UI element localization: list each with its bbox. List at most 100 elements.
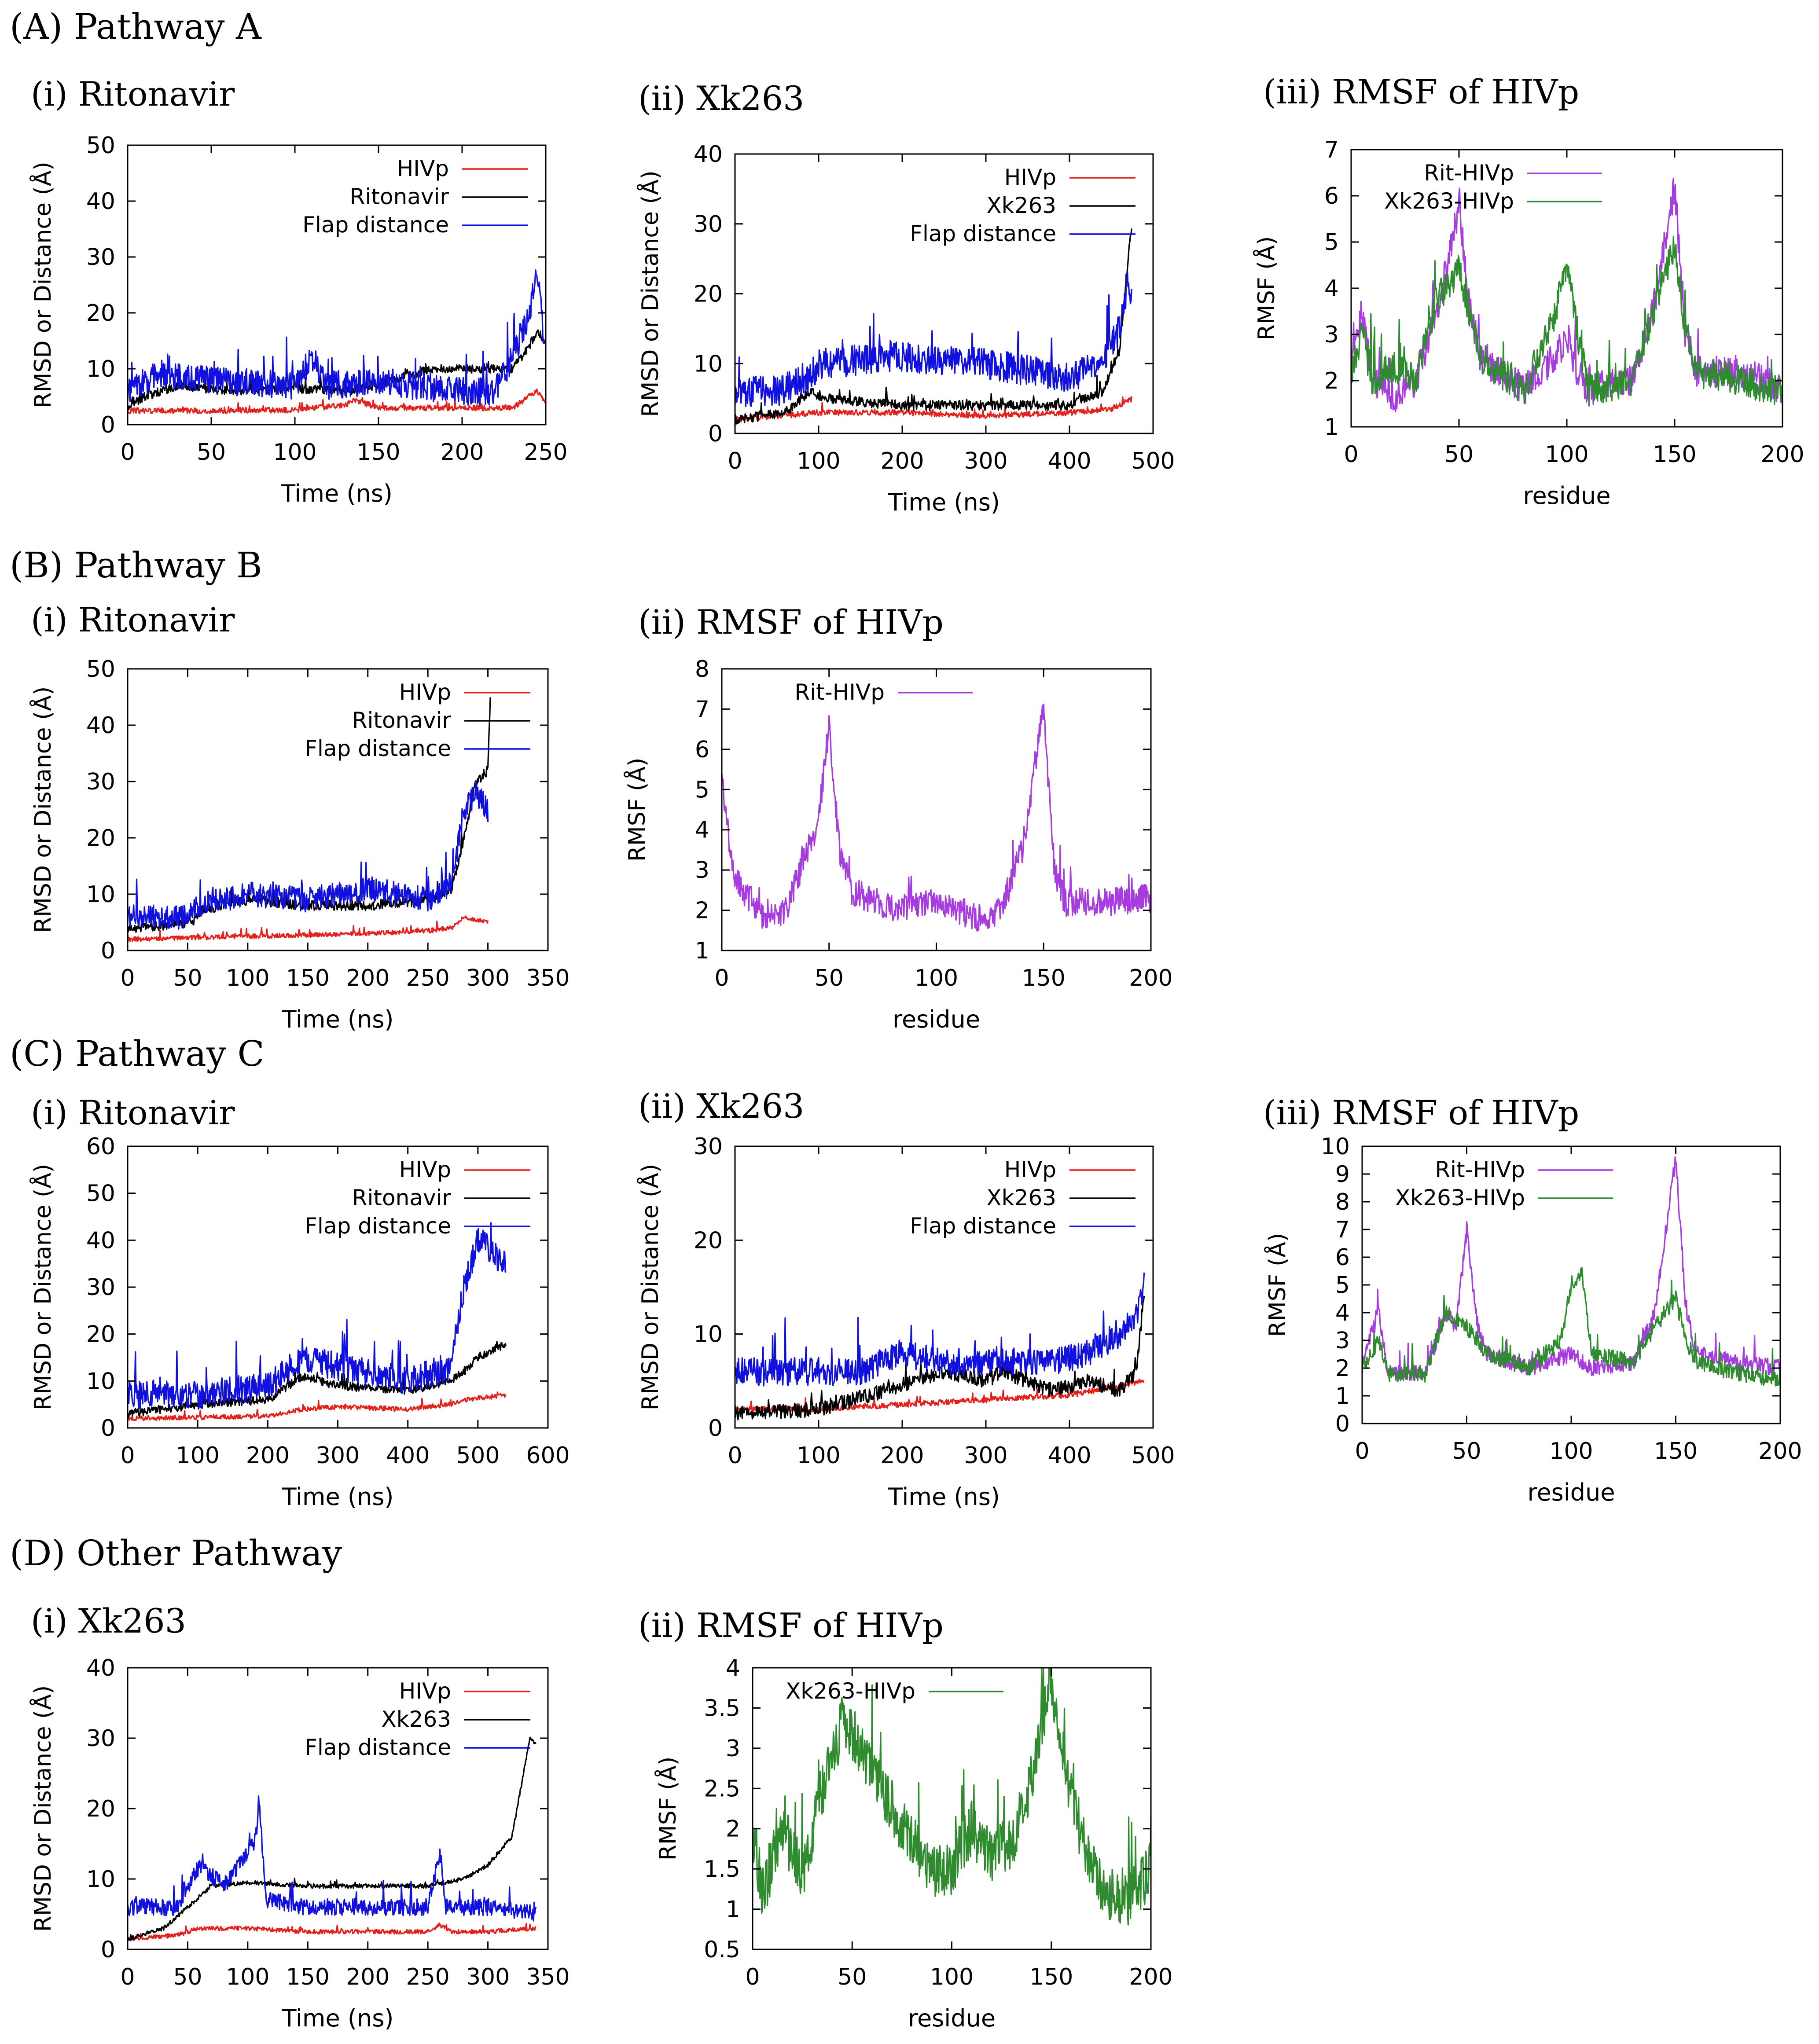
x-tick-label: 0 [120, 439, 135, 466]
legend-label: Rit-HIVp [1435, 1157, 1525, 1182]
x-tick-label: 200 [440, 439, 484, 466]
x-tick-label: 150 [356, 439, 400, 466]
plot-frame [752, 1667, 1152, 1950]
x-tick-label: 100 [797, 448, 840, 474]
chart-C-ii: (ii) Xk263 0 100 200 300 400 500 0 10 20 30 Time (n… [636, 1086, 1175, 1511]
x-tick-label: 100 [915, 965, 958, 991]
series-line-ritonavir [127, 329, 546, 410]
y-tick-label: 50 [86, 132, 115, 159]
x-tick-label: 0 [120, 965, 135, 991]
legend-label: Rit-HIVp [1424, 160, 1514, 186]
x-tick-label: 150 [286, 965, 330, 991]
y-tick-label: 0 [101, 1937, 115, 1963]
y-tick-label: 10 [86, 1368, 115, 1394]
y-tick-label: 6 [695, 737, 709, 763]
chart-subtitle: (iii) RMSF of HIVp [1263, 72, 1579, 111]
x-axis-label: Time (ns) [888, 1483, 1000, 1511]
plot-frame [127, 1667, 549, 1950]
y-tick-label: 40 [86, 1655, 115, 1681]
y-tick-label: 0.5 [704, 1937, 740, 1963]
y-tick-label: 1 [1324, 414, 1339, 440]
y-tick-label: 10 [86, 1866, 115, 1893]
y-tick-label: 3.5 [704, 1695, 740, 1721]
series-line-xk263-hivp [1361, 1267, 1781, 1387]
series-line-hivp [127, 915, 489, 942]
plot-frame [127, 668, 549, 951]
y-tick-label: 1 [1335, 1383, 1350, 1409]
legend-label: HIVp [399, 1678, 451, 1704]
chart-subtitle: (i) Ritonavir [31, 74, 235, 114]
legend-label: Flap distance [302, 212, 449, 238]
x-axis-label: residue [1527, 1479, 1615, 1506]
x-tick-label: 100 [273, 439, 316, 466]
series-line-xk263 [734, 228, 1132, 425]
legend-label: Ritonavir [350, 184, 449, 209]
x-axis-label: Time (ns) [280, 480, 393, 507]
y-axis-label: RMSD or Distance (Å) [636, 170, 664, 417]
y-axis-label: RMSD or Distance (Å) [29, 1164, 56, 1410]
x-tick-label: 150 [1029, 1964, 1073, 1990]
x-tick-label: 50 [1452, 1438, 1481, 1464]
chart-A-iii: (iii) RMSF of HIVp 0 50 100 150 200 1 2 3 4 5 6 7 res… [1253, 72, 1804, 510]
x-tick-label: 400 [1047, 1442, 1091, 1469]
series-line-flap-distance [127, 781, 489, 930]
chart-A-i: (i) Ritonavir 0 50 100 150 200 250 0 10 20 30 40 50 T… [29, 74, 568, 507]
x-tick-label: 300 [964, 448, 1007, 474]
legend-label: Xk263 [381, 1706, 451, 1732]
x-tick-label: 150 [1022, 965, 1066, 991]
legend-label: Flap distance [910, 1213, 1056, 1239]
y-tick-label: 1 [726, 1897, 740, 1923]
y-tick-label: 6 [1335, 1244, 1350, 1271]
x-tick-label: 0 [1355, 1438, 1369, 1464]
x-tick-label: 350 [526, 965, 570, 991]
y-tick-label: 30 [86, 1274, 115, 1301]
y-tick-label: 50 [86, 656, 115, 683]
legend-label: Flap distance [910, 221, 1056, 246]
series-line-xk263-hivp [1350, 236, 1783, 407]
plot-frame [734, 1145, 1154, 1429]
y-tick-label: 0 [101, 412, 115, 438]
x-tick-label: 0 [120, 1964, 135, 1990]
y-tick-label: 6 [1324, 183, 1339, 209]
x-tick-label: 0 [714, 965, 729, 991]
x-axis-label: Time (ns) [282, 2004, 394, 2032]
y-tick-label: 3 [695, 857, 709, 884]
chart-subtitle: (ii) RMSF of HIVp [638, 602, 944, 642]
y-tick-label: 2 [695, 898, 709, 924]
section-title-a: (A) Pathway A [10, 6, 262, 47]
x-tick-label: 500 [1131, 448, 1175, 474]
y-tick-label: 1.5 [704, 1856, 740, 1883]
y-tick-label: 3 [726, 1736, 740, 1762]
y-tick-label: 10 [694, 351, 723, 377]
y-tick-label: 20 [694, 1227, 723, 1254]
x-tick-label: 0 [120, 1442, 135, 1469]
y-tick-label: 30 [694, 211, 723, 238]
series-line-xk263 [127, 1736, 537, 1941]
series-line-hivp [127, 389, 546, 415]
x-tick-label: 200 [246, 1442, 290, 1469]
y-tick-label: 4 [1335, 1300, 1350, 1326]
x-tick-label: 100 [226, 1964, 269, 1990]
chart-A-ii: (ii) Xk263 0 100 200 300 400 500 0 10 20 30 40 Time … [636, 79, 1175, 516]
plot-frame [127, 144, 547, 426]
x-tick-label: 500 [1131, 1442, 1175, 1469]
legend-label: HIVp [399, 679, 451, 705]
y-axis-label: RMSD or Distance (Å) [29, 161, 56, 408]
series-line-xk263 [734, 1295, 1145, 1420]
legend-label: Flap distance [305, 736, 451, 761]
x-tick-label: 250 [524, 439, 567, 466]
x-tick-label: 150 [1654, 1438, 1698, 1464]
y-tick-label: 40 [86, 1227, 115, 1254]
chart-C-i: (i) Ritonavir 0 100 200 300 400 500 600 0 10 20 30 4… [29, 1093, 570, 1511]
y-axis-label: RMSF (Å) [1253, 236, 1280, 341]
x-tick-label: 200 [1129, 965, 1172, 991]
y-tick-label: 10 [86, 881, 115, 908]
y-axis-label: RMSF (Å) [623, 758, 650, 862]
y-tick-label: 4 [695, 817, 709, 844]
y-tick-label: 10 [1321, 1134, 1350, 1160]
y-tick-label: 30 [694, 1134, 723, 1160]
series-line-flap-distance [734, 271, 1132, 407]
y-tick-label: 2 [726, 1816, 740, 1842]
